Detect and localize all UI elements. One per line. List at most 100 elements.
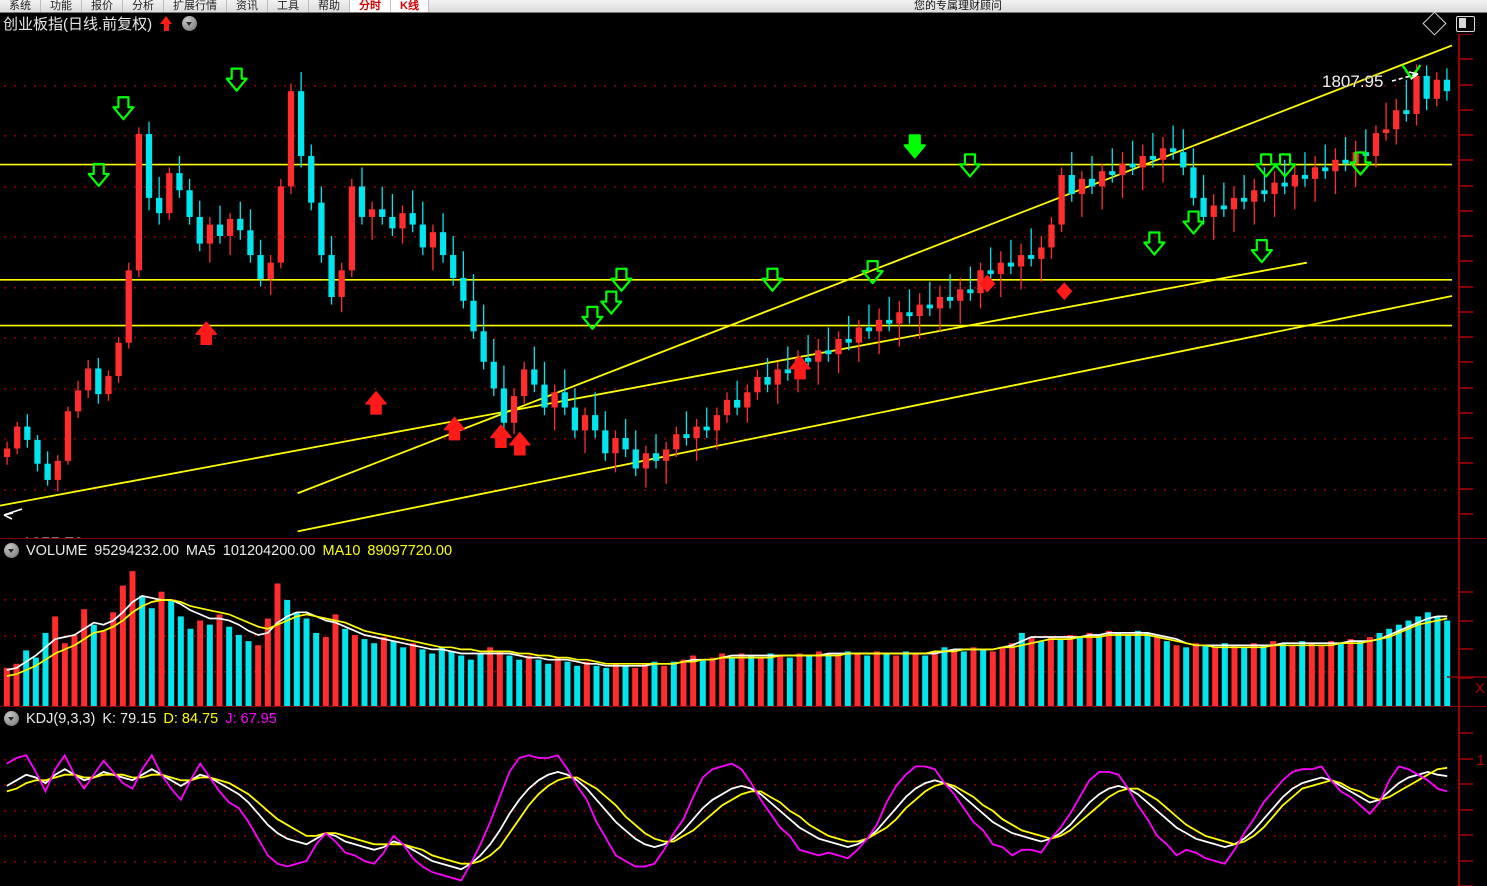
volume-bar	[902, 651, 909, 707]
volume-bar	[757, 657, 764, 707]
volume-bar	[767, 653, 774, 707]
volume-bar	[999, 647, 1006, 707]
candle-series	[3, 64, 1451, 492]
kdj-pane[interactable]: KDJ(9,3,3) K: 79.15 D: 84.75 J: 67.95 1	[0, 707, 1487, 886]
volume-bar	[777, 655, 784, 707]
kdj-name: KDJ(9,3,3)	[26, 710, 96, 727]
chevron-down-circle-icon[interactable]	[182, 16, 198, 31]
volume-bar	[361, 639, 368, 707]
volume-bar	[960, 651, 967, 707]
volume-bar	[1250, 643, 1257, 707]
tab-kline[interactable]: K线	[391, 0, 429, 12]
volume-bar	[284, 599, 291, 707]
volume-bar	[912, 653, 919, 707]
volume-ma10-line	[6, 599, 1448, 677]
price-chart-pane[interactable]: 1807.95 1355.78	[0, 34, 1487, 539]
volume-bar	[1183, 647, 1190, 707]
volume-bar	[1096, 634, 1103, 707]
menu-item-4[interactable]: 扩展行情	[164, 0, 227, 12]
low-price-label: 1355.78	[22, 534, 83, 539]
volume-bar	[61, 643, 68, 707]
volume-ma10-label: MA10	[322, 542, 361, 559]
menu-item-7[interactable]: 帮助	[309, 0, 350, 12]
volume-bar	[825, 653, 832, 707]
low-callout-arrowhead	[3, 512, 14, 520]
volume-bar	[129, 571, 136, 707]
sell-signal-arrow	[861, 260, 884, 285]
high-price-label: 1807.95	[1322, 72, 1384, 91]
volume-bar	[786, 657, 793, 707]
volume-bar	[148, 608, 155, 707]
menu-item-2[interactable]: 报价	[82, 0, 123, 12]
volume-bar	[255, 645, 262, 707]
volume-bar	[332, 614, 339, 707]
volume-bar	[980, 649, 987, 707]
menu-item-0[interactable]: 系统	[0, 0, 41, 12]
candlestick-plot[interactable]	[0, 34, 1487, 539]
volume-bar	[1357, 641, 1364, 707]
kdj-k: K: 79.15	[102, 710, 157, 727]
kdj-header: KDJ(9,3,3) K: 79.15 D: 84.75 J: 67.95	[0, 707, 1487, 730]
volume-bar	[525, 655, 532, 707]
volume-bar	[400, 647, 407, 707]
volume-bar	[854, 653, 861, 707]
volume-collapse-icon[interactable]	[4, 543, 19, 558]
volume-bar	[844, 651, 851, 707]
volume-bar	[168, 599, 175, 707]
kdj-plot[interactable]	[0, 707, 1487, 886]
volume-bar	[1067, 634, 1074, 707]
menu-item-1[interactable]: 功能	[41, 0, 82, 12]
volume-bar	[641, 663, 648, 707]
volume-bar	[1318, 645, 1325, 707]
main-toolbar[interactable]: 系统 功能 报价 分析 扩展行情 资讯 工具 帮助 分时 K线 您的专属理财顾问	[0, 0, 1487, 13]
volume-bar	[274, 583, 281, 707]
tab-intraday[interactable]: 分时	[350, 0, 391, 12]
volume-bar	[110, 612, 117, 707]
volume-bar	[574, 665, 581, 707]
volume-bar	[864, 655, 871, 707]
volume-bar	[1125, 634, 1132, 707]
volume-bar	[651, 661, 658, 707]
toolbar-promo-text: 您的专属理财顾问	[913, 0, 1002, 12]
menu-item-5[interactable]: 资讯	[227, 0, 268, 12]
volume-bar	[583, 661, 590, 707]
volume-bar	[477, 653, 484, 707]
volume-bar	[1212, 647, 1219, 707]
volume-bar	[699, 659, 706, 707]
volume-bar	[90, 624, 97, 707]
volume-ma5-label: MA5	[185, 542, 216, 559]
volume-bar	[835, 655, 842, 707]
volume-bar	[177, 616, 184, 707]
up-arrow-red-icon	[160, 16, 173, 31]
volume-bar	[1434, 616, 1441, 707]
volume-bar	[1018, 632, 1025, 707]
sell-signal-arrow	[581, 305, 604, 330]
diamond-icon[interactable]	[1422, 11, 1447, 36]
volume-bar	[719, 653, 726, 707]
volume-bar	[371, 643, 378, 707]
volume-bar	[1173, 645, 1180, 707]
page-title: 创业板指(日线.前复权)	[3, 16, 153, 33]
volume-bar	[593, 665, 600, 707]
volume-bar	[603, 667, 610, 707]
volume-ma5-line	[6, 594, 1448, 671]
volume-bar	[1299, 641, 1306, 707]
volume-bar	[245, 641, 252, 707]
volume-pane[interactable]: VOLUME 95294232.00 MA5 101204200.00 MA10…	[0, 539, 1487, 707]
volume-plot[interactable]	[0, 539, 1487, 707]
volume-bar	[1221, 643, 1228, 707]
kdj-collapse-icon[interactable]	[4, 711, 19, 726]
volume-bar	[1038, 641, 1045, 707]
volume-bar	[467, 659, 474, 707]
menu-item-3[interactable]: 分析	[123, 0, 164, 12]
volume-bar	[100, 630, 107, 707]
volume-bar	[1376, 632, 1383, 707]
panel-split-icon[interactable]	[1456, 15, 1475, 32]
volume-bar	[1328, 641, 1335, 707]
chart-title-bar: 创业板指(日线.前复权)	[0, 11, 1487, 36]
volume-bar	[3, 667, 10, 707]
sell-signal-arrow	[112, 96, 135, 121]
menu-item-6[interactable]: 工具	[268, 0, 309, 12]
volume-bar	[13, 663, 20, 707]
volume-bar	[883, 653, 890, 707]
